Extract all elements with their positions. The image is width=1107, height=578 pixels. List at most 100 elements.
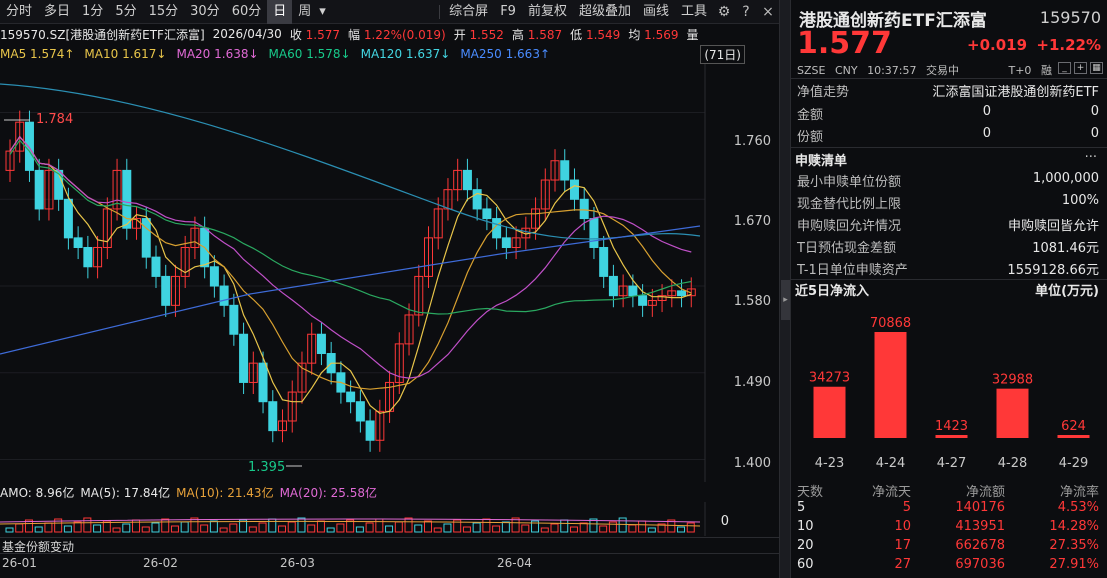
amount-bar [239,519,248,533]
candle-body [239,333,249,383]
grid-icon[interactable]: ▦ [1090,62,1103,74]
candle-body [638,295,648,306]
amount-bar [375,518,384,533]
overlay-button[interactable]: 超级叠加 [578,3,631,19]
cell: 60 [797,557,814,572]
inflow-date-label: 4-29 [1059,456,1089,471]
ma60-legend: MA60 1.578↓ [268,47,351,61]
amount-bar [73,521,82,533]
header-cell: 净流天 [871,485,911,500]
security-code-name: 159570.SZ[港股通创新药ETF汇添富] [0,27,205,42]
redeem-row: 最小申赎单位份额 1,000,000 [791,168,1107,190]
draw-line-button[interactable]: 画线 [642,3,669,19]
table-row: 10 10 413951 14.28% [791,518,1107,537]
cell: 4.53% [1057,500,1099,515]
table-header: 天数 净流天 净流额 净流率 [791,480,1107,500]
add-icon[interactable]: + [1074,62,1087,74]
amount-bar [161,518,170,533]
candle-body [531,208,541,229]
amount-bar [209,520,218,533]
composite-screen-button[interactable]: 综合屏 [449,3,489,19]
nav-row[interactable]: 净值走势 汇添富国证港股通创新药ETF [791,78,1107,100]
f9-button[interactable]: F9 [500,3,516,19]
help-icon[interactable]: ? [742,3,750,20]
fund-title: 港股通创新药ETF汇添富 [799,11,987,31]
amount-bar [521,524,530,533]
settle-label: T+0 [1008,64,1032,77]
row-value: 1081.46元 [1032,241,1099,256]
row-value: 0 [1090,126,1099,141]
fund-share-tab[interactable]: 基金份额变动 [0,537,779,554]
amount-bar [511,517,520,533]
candle-body [219,285,229,306]
amount-bar [219,527,228,533]
row-value: 0 [1090,104,1099,119]
adjust-button[interactable]: 前复权 [527,3,567,19]
kline-panel: 分时 多日 1分 5分 15分 30分 60分 日 周 ▾ 综合屏 F9 前复权… [0,0,779,570]
period-tab-multiday[interactable]: 多日 [44,3,71,19]
candle-body [443,189,453,210]
amount-bar [63,525,72,533]
tools-button[interactable]: 工具 [680,3,707,19]
candle-body [472,189,482,210]
candle-body [316,333,326,355]
y-tick-label: 1.490 [733,375,771,390]
y-tick-label: 1.760 [733,134,771,149]
period-tab-5min[interactable]: 5分 [115,3,137,19]
low-price-marker: 1.395 [248,460,286,475]
amount-bar [365,522,374,533]
ma20-legend: MA20 1.638↓ [176,47,259,61]
row-label: 现金替代比例上限 [797,197,902,212]
flow-table: 天数 净流天 净流额 净流率 5 5 140176 4.53% 10 10 41… [791,480,1107,575]
candle-body [15,121,25,152]
period-tab-15min[interactable]: 15分 [148,3,179,19]
candle-body [589,218,599,248]
candle-body [5,150,15,171]
kline-chart[interactable] [0,64,779,482]
amount-bar [385,525,394,533]
amount-bar [550,523,559,533]
panel-collapse-bar[interactable]: ▸ [779,0,791,578]
candle-body [608,275,618,297]
redeem-row: 现金替代比例上限 100% [791,190,1107,212]
ma250-legend: MA250 1.663↑ [460,47,551,61]
candle-body [569,179,579,200]
cell: 20 [797,538,814,553]
row-label: 份额 [797,130,824,145]
period-tab-30min[interactable]: 30分 [190,3,220,19]
nav-fund-name: 汇添富国证港股通创新药ETF [932,85,1099,100]
close-icon[interactable]: × [762,3,774,20]
cell: 5 [902,500,911,515]
period-tab-60min[interactable]: 60分 [231,3,262,19]
collapse-arrow-icon[interactable]: ▸ [781,280,790,320]
minimize-icon[interactable]: _ [1058,62,1071,74]
last-price: 1.577 [797,26,892,61]
inflow-bar [813,386,846,438]
period-tab-week[interactable]: 周 [298,3,312,19]
quote-time: 10:37:57 [867,64,917,77]
table-row: 5 5 140176 4.53% [791,499,1107,518]
period-tab-day[interactable]: 日 [267,0,293,24]
candle-body [258,362,268,403]
avg-value: 1.569 [644,27,679,42]
candle-body [287,391,297,422]
period-tab-intraday[interactable]: 分时 [6,3,33,19]
candle-body [414,275,424,316]
amount-bar [258,522,267,533]
more-icon[interactable]: ··· [1084,150,1097,165]
cell: 10 [797,519,814,534]
amount-bar [686,522,695,533]
trade-status: 交易中 [926,64,959,77]
amount-chart[interactable] [0,502,779,536]
day-count-badge[interactable]: (71日) [700,44,745,64]
row-label: 申购赎回允许情况 [797,219,902,234]
period-tab-1min[interactable]: 1分 [82,3,104,19]
amount-bar [93,524,102,533]
gear-icon[interactable]: ⚙ [717,3,731,20]
amount-bar [151,522,160,533]
range-value: 1.22%(0.019) [363,27,446,42]
amo-ma10: MA(10): 21.43亿 [176,485,274,500]
amount-bar [579,522,588,533]
inflow-value-label: 1423 [935,419,968,434]
period-dropdown-icon[interactable]: ▾ [319,3,326,19]
